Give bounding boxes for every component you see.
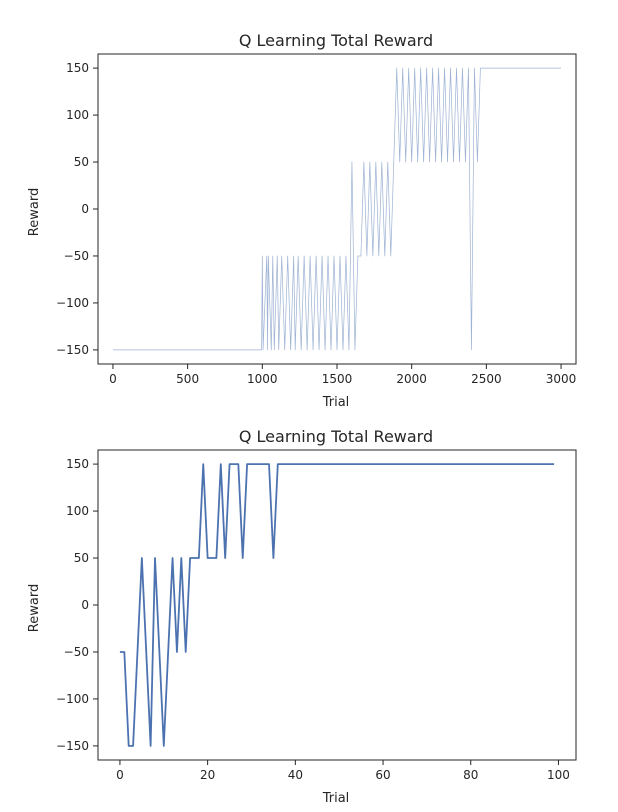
x-tick-label: 1000 [247,372,278,386]
y-tick-label: −100 [56,692,89,706]
y-tick-label: 100 [66,504,89,518]
x-tick-label: 80 [463,768,478,782]
y-tick-label: −150 [56,343,89,357]
x-tick-label: 100 [547,768,570,782]
y-tick-label: 50 [74,155,89,169]
chart-1-y-axis-ticks: −150 −100 −50 0 50 100 150 [56,61,98,357]
y-tick-label: 0 [81,202,89,216]
x-tick-label: 0 [116,768,124,782]
x-tick-label: 500 [176,372,199,386]
x-tick-label: 2500 [471,372,502,386]
chart-2: Q Learning Total Reward 0 20 40 60 80 100 −15… [27,427,577,806]
y-tick-label: 150 [66,61,89,75]
y-tick-label: −150 [56,739,89,753]
chart-2-title: Q Learning Total Reward [239,427,433,446]
y-tick-label: 50 [74,551,89,565]
chart-2-x-axis-label: Trial [322,791,350,806]
series-line [119,463,555,747]
chart-1-y-axis-label: Reward [27,188,42,236]
y-tick-label: 100 [66,108,89,122]
x-tick-label: 40 [288,768,303,782]
chart-2-series [119,463,555,747]
chart-1-plot-area [97,53,577,365]
x-tick-label: 2000 [396,372,427,386]
x-tick-label: 60 [375,768,390,782]
y-tick-label: 150 [66,457,89,471]
chart-1-x-axis-label: Trial [322,395,350,410]
x-tick-label: 20 [200,768,215,782]
y-tick-label: −100 [56,296,89,310]
chart-2-x-axis-ticks: 0 20 40 60 80 100 [116,760,570,782]
y-tick-label: −50 [64,645,89,659]
y-tick-label: 0 [81,598,89,612]
chart-2-y-axis-ticks: −150 −100 −50 0 50 100 150 [56,457,98,753]
x-tick-label: 1500 [322,372,353,386]
series-line [112,67,562,351]
y-tick-label: −50 [64,249,89,263]
chart-1-x-axis-ticks: 0 500 1000 1500 2000 2500 3000 [109,364,576,386]
x-tick-label: 3000 [546,372,577,386]
chart-1: Q Learning Total Reward 0 500 1000 1500 2000… [27,31,577,410]
chart-2-y-axis-label: Reward [27,584,42,632]
chart-1-series [112,67,562,351]
x-tick-label: 0 [109,372,117,386]
chart-1-title: Q Learning Total Reward [239,31,433,50]
